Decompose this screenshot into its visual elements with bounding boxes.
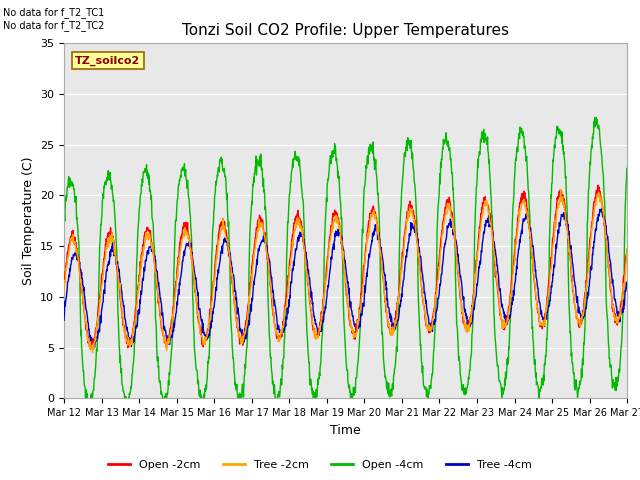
Legend: Open -2cm, Tree -2cm, Open -4cm, Tree -4cm: Open -2cm, Tree -2cm, Open -4cm, Tree -4…	[104, 456, 536, 474]
X-axis label: Time: Time	[330, 424, 361, 437]
Title: Tonzi Soil CO2 Profile: Upper Temperatures: Tonzi Soil CO2 Profile: Upper Temperatur…	[182, 23, 509, 38]
Y-axis label: Soil Temperature (C): Soil Temperature (C)	[22, 156, 35, 285]
Text: No data for f_T2_TC2: No data for f_T2_TC2	[3, 20, 104, 31]
Text: TZ_soilco2: TZ_soilco2	[76, 56, 141, 66]
Text: No data for f_T2_TC1: No data for f_T2_TC1	[3, 7, 104, 18]
